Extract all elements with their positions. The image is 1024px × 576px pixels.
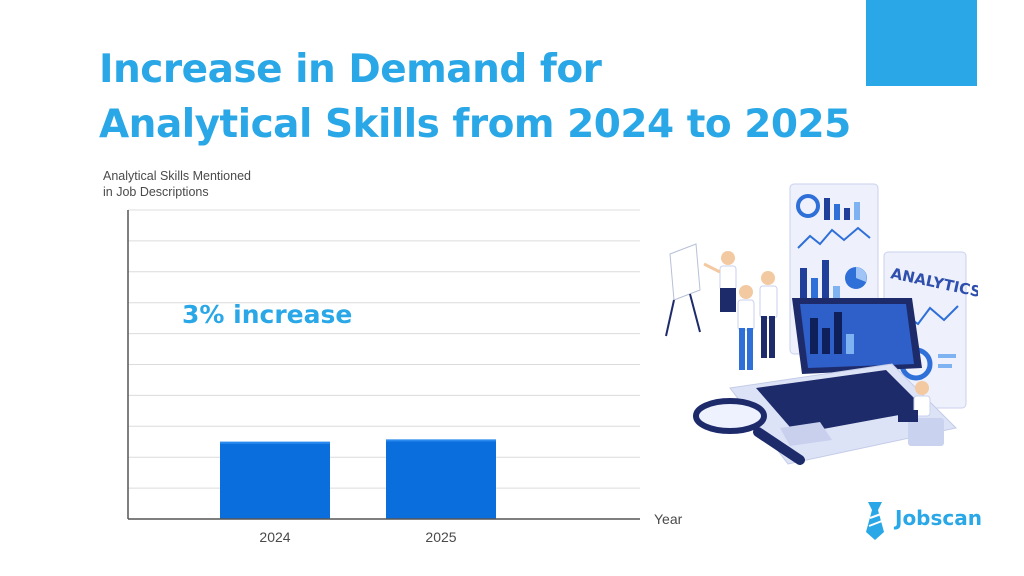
y-axis-label-line-1: Analytical Skills Mentioned xyxy=(103,169,251,183)
laptop xyxy=(729,298,958,465)
bar-2025 xyxy=(386,439,496,519)
x-tick-label-2024: 2024 xyxy=(259,529,290,545)
y-axis-label-line-2: in Job Descriptions xyxy=(103,185,209,199)
dashboard-panel-right: ANALYTICS xyxy=(883,251,978,409)
person-standing-1 xyxy=(737,285,755,370)
brand-name: Jobscan xyxy=(895,506,982,530)
corner-accent-block xyxy=(866,0,977,86)
tie-icon xyxy=(866,502,884,540)
person-standing-2 xyxy=(759,271,778,358)
brand-logo xyxy=(866,502,884,540)
increase-annotation: 3% increase xyxy=(182,300,353,329)
bar-top-edge-2025 xyxy=(386,439,496,442)
bar-chart: 2024 2025 Year xyxy=(127,209,683,545)
x-tick-label-2025: 2025 xyxy=(425,529,456,545)
bar-top-edge-2024 xyxy=(220,441,330,444)
title-line-2: Analytical Skills from 2024 to 2025 xyxy=(99,102,851,147)
bar-2024 xyxy=(220,441,330,519)
person-sitting xyxy=(898,381,944,446)
analytics-illustration: ANALYTICS xyxy=(665,183,978,465)
page-title: Increase in Demand for Analytical Skills… xyxy=(99,42,851,152)
y-axis-label: Analytical Skills Mentioned in Job Descr… xyxy=(103,168,251,200)
person-presenter xyxy=(703,251,737,312)
presentation-board xyxy=(665,243,701,337)
x-axis-label: Year xyxy=(654,511,683,527)
magnifier xyxy=(693,398,805,465)
title-line-1: Increase in Demand for xyxy=(99,47,602,92)
